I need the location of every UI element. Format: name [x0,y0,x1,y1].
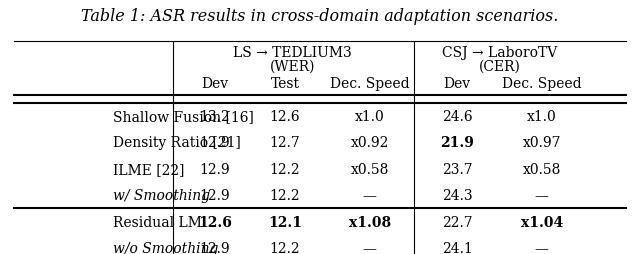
Text: x0.58: x0.58 [351,162,389,176]
Text: x0.58: x0.58 [523,162,561,176]
Text: Dec. Speed: Dec. Speed [330,77,410,91]
Text: x0.97: x0.97 [522,136,561,150]
Text: (WER): (WER) [269,60,315,74]
Text: —: — [363,241,377,254]
Text: w/ Smoothing: w/ Smoothing [113,188,210,202]
Text: LS → TEDLIUM3: LS → TEDLIUM3 [233,46,351,60]
Text: 12.2: 12.2 [269,188,300,202]
Text: Test: Test [271,77,300,91]
Text: 12.6: 12.6 [198,215,232,229]
Text: 12.9: 12.9 [200,162,230,176]
Text: 12.9: 12.9 [200,241,230,254]
Text: 22.7: 22.7 [442,215,472,229]
Text: 12.9: 12.9 [200,136,230,150]
Text: 12.7: 12.7 [269,136,300,150]
Text: —: — [363,188,377,202]
Text: —: — [535,241,548,254]
Text: CSJ → LaboroTV: CSJ → LaboroTV [442,46,557,60]
Text: Dev: Dev [444,77,470,91]
Text: Shallow Fusion [16]: Shallow Fusion [16] [113,109,254,123]
Text: —: — [535,188,548,202]
Text: x0.92: x0.92 [351,136,389,150]
Text: 24.1: 24.1 [442,241,472,254]
Text: 24.3: 24.3 [442,188,472,202]
Text: (CER): (CER) [479,60,520,74]
Text: 24.6: 24.6 [442,109,472,123]
Text: 12.2: 12.2 [269,241,300,254]
Text: Density Ratio [21]: Density Ratio [21] [113,136,241,150]
Text: 12.2: 12.2 [269,162,300,176]
Text: Dev: Dev [202,77,228,91]
Text: x1.08: x1.08 [349,215,391,229]
Text: x1.04: x1.04 [520,215,563,229]
Text: 12.9: 12.9 [200,188,230,202]
Text: 23.7: 23.7 [442,162,472,176]
Text: 13.2: 13.2 [200,109,230,123]
Text: ILME [22]: ILME [22] [113,162,184,176]
Text: 21.9: 21.9 [440,136,474,150]
Text: x1.0: x1.0 [355,109,385,123]
Text: Table 1: ASR results in cross-domain adaptation scenarios.: Table 1: ASR results in cross-domain ada… [81,8,559,25]
Text: 12.6: 12.6 [269,109,300,123]
Text: Residual LM: Residual LM [113,215,202,229]
Text: x1.0: x1.0 [527,109,557,123]
Text: Dec. Speed: Dec. Speed [502,77,582,91]
Text: 12.1: 12.1 [268,215,302,229]
Text: w/o Smoothing: w/o Smoothing [113,241,218,254]
